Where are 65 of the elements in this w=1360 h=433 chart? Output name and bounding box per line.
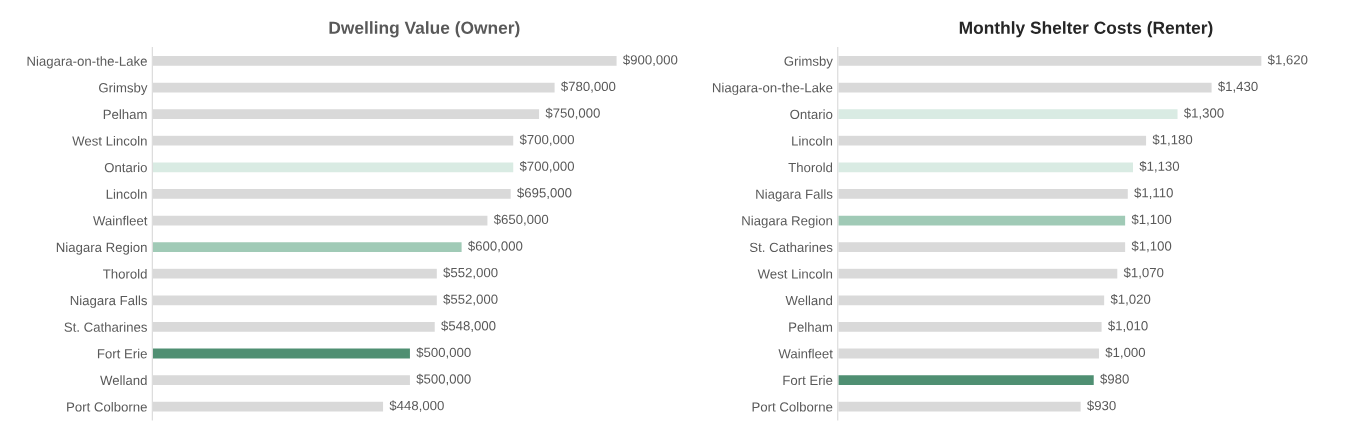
data-label: $548,000: [441, 320, 496, 333]
data-label: $1,020: [1110, 293, 1151, 306]
data-label: $930: [1087, 400, 1116, 412]
data-label: $980: [1100, 373, 1129, 385]
y-tick-label: Lincoln: [792, 135, 833, 146]
data-label: $552,000: [443, 293, 498, 306]
y-tick-label: St. Catharines: [749, 242, 833, 253]
y-tick-label: Thorold: [103, 268, 147, 279]
y-tick-label: Lincoln: [106, 189, 147, 199]
data-label: $1,010: [1107, 320, 1148, 333]
bar: [152, 161, 515, 174]
chart-title: Dwelling Value (Owner): [329, 21, 520, 38]
data-label: $1,110: [1134, 187, 1173, 200]
data-label: $1,100: [1131, 240, 1172, 253]
data-label: $1,070: [1123, 267, 1164, 279]
data-label: $1,620: [1267, 54, 1308, 67]
y-tick-label: Grimsby: [99, 82, 148, 96]
data-label: $1,180: [1152, 134, 1193, 146]
data-label: $900,000: [622, 54, 678, 67]
y-tick-label: Niagara Falls: [70, 295, 147, 308]
y-tick-label: Wainfleet: [93, 215, 148, 226]
data-label: $500,000: [416, 347, 471, 359]
y-tick-label: Fort Erie: [97, 348, 147, 359]
data-label: $600,000: [467, 240, 523, 253]
bar: [152, 240, 463, 254]
y-tick-label: Niagara Region: [742, 215, 833, 229]
data-label: $700,000: [519, 160, 575, 173]
data-label: $750,000: [545, 107, 600, 120]
y-tick-label: Ontario: [104, 162, 147, 173]
y-tick-label: Port Colborne: [67, 401, 147, 412]
data-label: $1,000: [1105, 347, 1146, 359]
data-label: $1,130: [1139, 160, 1180, 173]
y-tick-label: Welland: [785, 295, 833, 306]
y-tick-label: Pelham: [103, 109, 147, 120]
y-tick-label: Niagara-on-the-Lake: [712, 82, 833, 96]
y-tick-label: Fort Erie: [783, 375, 833, 386]
data-label: $780,000: [560, 81, 616, 93]
bar: [837, 214, 1127, 227]
data-label: $448,000: [389, 400, 444, 412]
y-tick-label: Welland: [100, 375, 147, 386]
chart-title: Monthly Shelter Costs (Renter): [959, 21, 1213, 38]
y-tick-label: West Lincoln: [757, 268, 833, 279]
data-label: $1,430: [1217, 81, 1258, 93]
data-label: $500,000: [416, 373, 471, 386]
y-tick-label: Thorold: [788, 162, 833, 173]
data-label: $552,000: [443, 267, 498, 279]
bar: [837, 373, 1096, 387]
data-label: $1,300: [1183, 107, 1224, 120]
data-label: $1,100: [1131, 214, 1172, 226]
y-tick-label: St. Catharines: [64, 322, 147, 332]
y-tick-label: Port Colborne: [752, 401, 833, 412]
y-tick-label: Niagara Region: [56, 242, 147, 255]
y-tick-label: Pelham: [789, 322, 833, 332]
y-tick-label: Wainfleet: [778, 348, 833, 359]
y-tick-label: Grimsby: [784, 56, 833, 69]
bar: [152, 347, 412, 360]
bar: [837, 107, 1179, 121]
data-label: $650,000: [493, 214, 549, 226]
y-tick-label: Niagara-on-the-Lake: [27, 56, 147, 69]
y-tick-label: Niagara Falls: [756, 189, 833, 202]
y-tick-label: Ontario: [790, 109, 833, 120]
y-tick-label: West Lincoln: [72, 135, 147, 146]
data-label: $700,000: [519, 134, 575, 146]
data-label: $695,000: [517, 187, 572, 200]
bar: [837, 161, 1135, 174]
